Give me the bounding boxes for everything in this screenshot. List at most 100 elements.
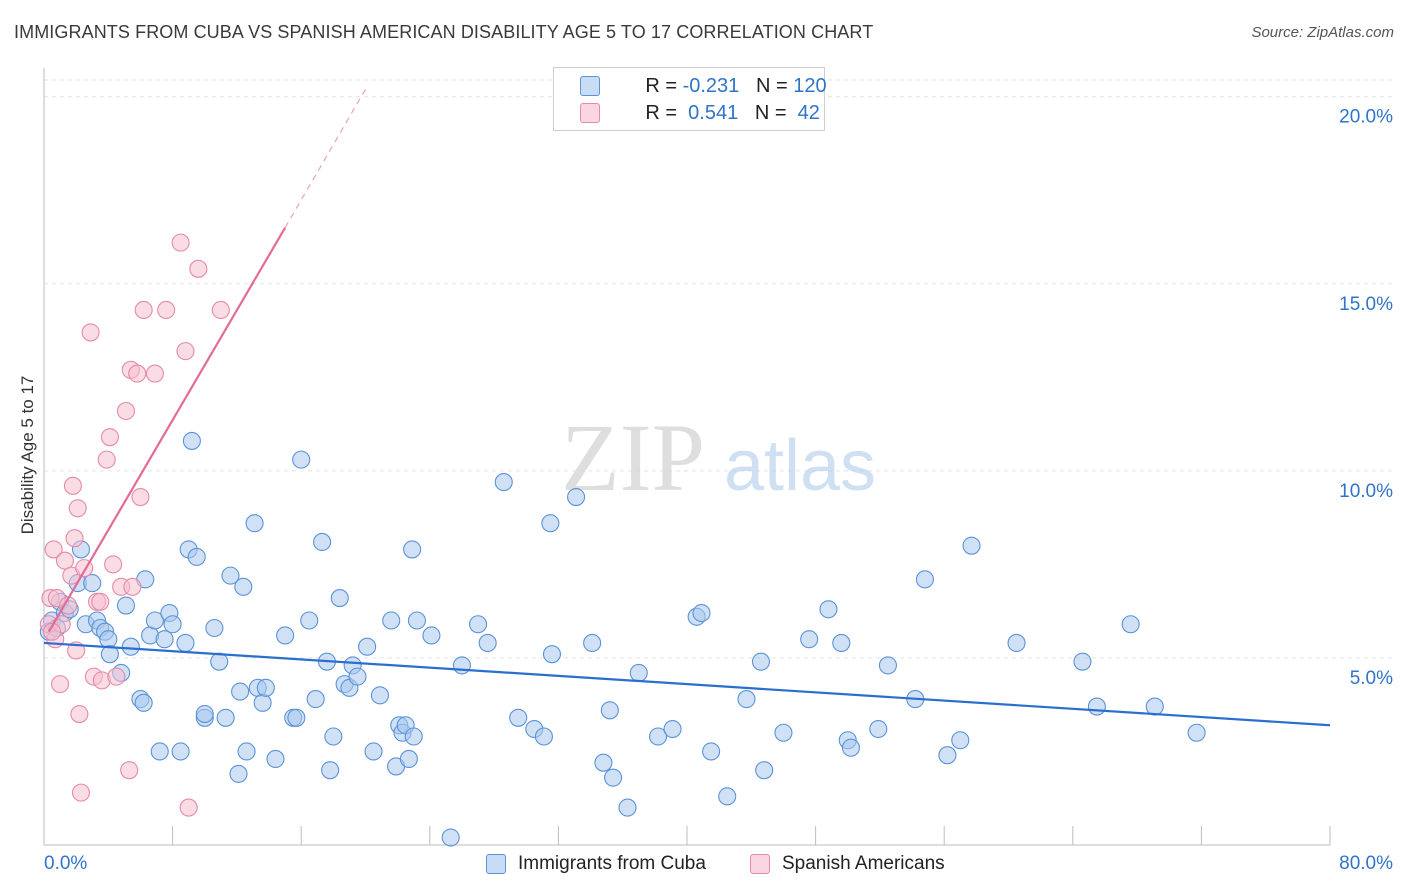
data-point-pink [131, 487, 150, 507]
series-pink-points [39, 233, 230, 817]
data-point-pink [81, 323, 100, 342]
data-point-blue [509, 708, 528, 727]
data-point-blue [205, 618, 224, 638]
data-point-blue [330, 589, 349, 608]
data-point-pink [104, 555, 123, 574]
data-point-blue [229, 764, 248, 783]
data-point-blue [116, 596, 136, 615]
data-point-blue [800, 630, 819, 649]
data-point-blue [604, 768, 623, 787]
axes [43, 68, 1331, 846]
data-point-pink [123, 577, 142, 596]
data-point-blue [618, 798, 637, 817]
data-point-blue [534, 727, 553, 746]
bottom-legend-blue: Immigrants from Cuba [486, 851, 706, 877]
data-point-blue [718, 787, 737, 806]
data-point-blue [869, 719, 888, 739]
data-point-blue [155, 630, 174, 649]
data-point-blue [306, 690, 325, 709]
data-point-blue [256, 678, 275, 697]
grid-lines [44, 79, 1392, 659]
trend-line-pink-extension [284, 88, 367, 228]
data-point-pink [42, 622, 62, 641]
data-point-blue [751, 652, 770, 671]
bottom-legend-swatch-blue [486, 854, 506, 874]
data-point-pink [134, 300, 153, 320]
data-point-blue [234, 577, 253, 596]
data-point-pink [157, 300, 176, 320]
data-point-blue [649, 727, 668, 746]
data-point-blue [1073, 652, 1092, 671]
data-point-blue [145, 611, 164, 630]
legend-r-label: R = [645, 74, 683, 97]
data-point-pink [120, 761, 139, 780]
data-point-blue [702, 742, 721, 761]
data-point-pink [97, 450, 116, 469]
data-point-pink [107, 667, 126, 686]
data-point-pink [68, 499, 87, 518]
data-point-blue [210, 652, 229, 671]
legend-r-label: R = [645, 101, 683, 124]
data-point-blue [300, 611, 319, 630]
data-point-blue [542, 645, 562, 664]
data-point-blue [266, 749, 285, 768]
data-point-blue [276, 626, 295, 645]
watermark-zip: ZIP [561, 404, 705, 511]
data-point-blue [253, 693, 272, 712]
data-point-blue [819, 600, 838, 619]
watermark-atlas: atlas [724, 426, 876, 506]
trend-line-pink [47, 227, 287, 633]
x-tick-label: 0.0% [44, 853, 87, 874]
data-point-blue [441, 828, 460, 847]
data-point-pink [44, 540, 63, 559]
data-point-pink [71, 783, 91, 802]
y-tick-label: 5.0% [1350, 668, 1393, 689]
data-point-blue [407, 611, 426, 630]
bottom-legend-swatch-pink [750, 854, 770, 874]
data-point-blue [737, 690, 756, 709]
data-point-pink [51, 675, 70, 694]
data-point-blue [422, 626, 441, 645]
data-point-blue [468, 615, 488, 634]
stats-legend: R = -0.231 N = 120 R = 0.541 N = 42 [553, 67, 827, 131]
data-point-blue [1187, 723, 1206, 742]
data-point-blue [245, 514, 264, 533]
data-point-blue [774, 723, 793, 742]
data-point-blue [182, 431, 201, 450]
data-point-blue [1007, 633, 1026, 653]
data-point-blue [567, 487, 586, 507]
data-point-blue [692, 603, 711, 623]
data-point-blue [321, 761, 340, 780]
data-point-blue [1145, 697, 1164, 716]
data-point-blue [962, 536, 981, 555]
data-point-blue [358, 637, 377, 656]
legend-swatch-pink [580, 103, 600, 123]
legend-n-value: 120 [793, 74, 827, 97]
legend-swatch-blue [580, 76, 600, 96]
data-point-blue [594, 753, 613, 772]
data-point-pink [91, 592, 110, 611]
data-point-blue [83, 574, 102, 593]
data-point-blue [99, 630, 118, 649]
data-point-blue [150, 742, 169, 761]
data-point-pink [211, 300, 230, 320]
watermark: ZIP atlas [561, 404, 876, 511]
tick-labels: 5.0% 10.0% 15.0% 20.0% 0.0% 80.0% [44, 107, 1393, 874]
data-point-blue [121, 637, 140, 656]
data-point-pink [179, 798, 198, 817]
data-point-blue [1121, 615, 1140, 634]
data-point-blue [1087, 697, 1106, 716]
data-point-blue [292, 450, 311, 469]
data-point-blue [878, 656, 897, 675]
legend-r-value: -0.231 [682, 74, 740, 97]
bottom-legend-label-pink: Spanish Americans [782, 853, 945, 874]
data-point-blue [938, 746, 957, 765]
data-point-blue [237, 742, 256, 761]
data-point-blue [404, 727, 423, 746]
y-tick-label: 15.0% [1339, 294, 1393, 315]
data-point-blue [231, 682, 250, 701]
data-point-blue [629, 663, 648, 682]
series-blue-points [39, 431, 1206, 847]
data-point-blue [187, 547, 206, 566]
data-point-blue [324, 727, 343, 746]
